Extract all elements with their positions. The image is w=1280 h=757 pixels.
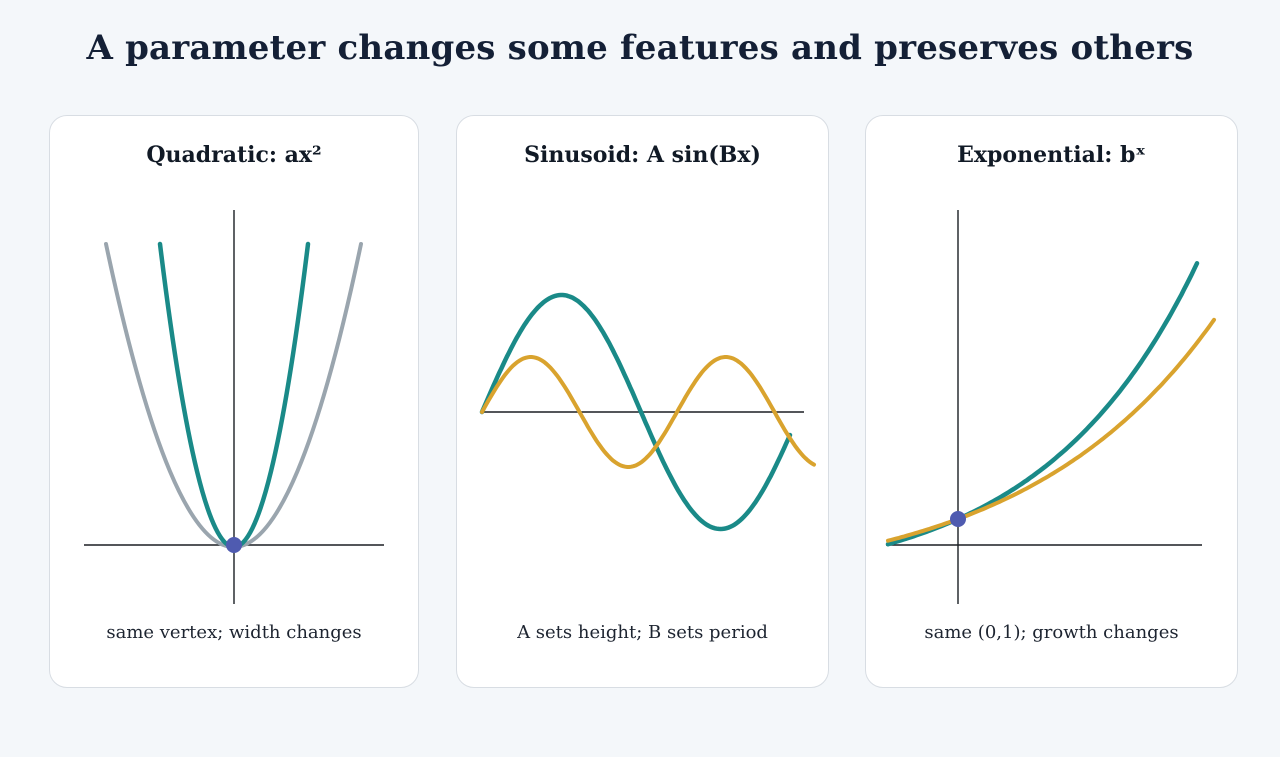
page-title: A parameter changes some features and pr…: [86, 28, 1194, 68]
vertex-point: [226, 537, 242, 553]
fast-sine-wave: [480, 355, 816, 469]
sinusoid-plot: [479, 292, 816, 532]
exponential-plot: [885, 210, 1216, 604]
quadratic-panel: Quadratic: ax² same vertex; width change…: [49, 115, 419, 688]
sinusoid-panel: Sinusoid: A sin(Bx) A sets height; B set…: [456, 115, 829, 688]
quadratic-caption: same vertex; width changes: [106, 622, 362, 643]
sinusoid-caption: A sets height; B sets period: [517, 622, 768, 643]
tall-sine-wave: [479, 292, 793, 532]
fast-exponential: [885, 261, 1200, 547]
sinusoid-title: Sinusoid: A sin(Bx): [524, 142, 761, 168]
exponential-caption: same (0,1); growth changes: [924, 622, 1179, 643]
slow-exponential: [886, 317, 1216, 543]
exponential-title: Exponential: bˣ: [957, 142, 1146, 168]
intercept-point: [950, 511, 966, 527]
exponential-panel: Exponential: bˣ same (0,1); growth chang…: [865, 115, 1238, 688]
quadratic-plot: [84, 210, 384, 604]
quadratic-title: Quadratic: ax²: [146, 142, 322, 168]
